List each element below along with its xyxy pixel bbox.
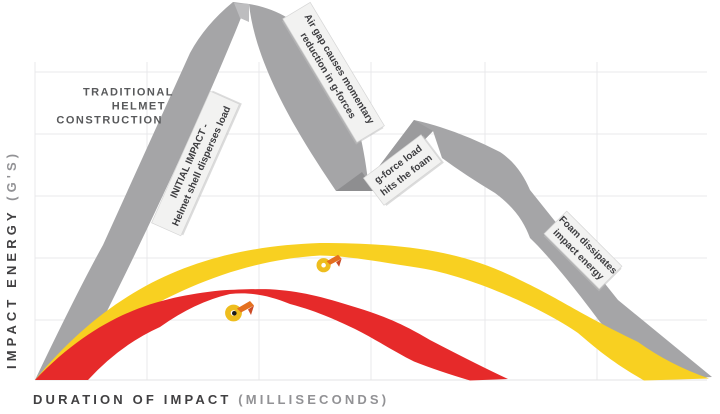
svg-text:HELMET: HELMET xyxy=(112,101,166,113)
svg-text:DURATION OF IMPACT (MILLISECON: DURATION OF IMPACT (MILLISECONDS) xyxy=(33,392,389,407)
svg-text:TRADITIONAL: TRADITIONAL xyxy=(83,87,174,99)
svg-text:IMPACT ENERGY (G'S): IMPACT ENERGY (G'S) xyxy=(4,150,19,369)
svg-text:CONSTRUCTION: CONSTRUCTION xyxy=(56,115,163,127)
